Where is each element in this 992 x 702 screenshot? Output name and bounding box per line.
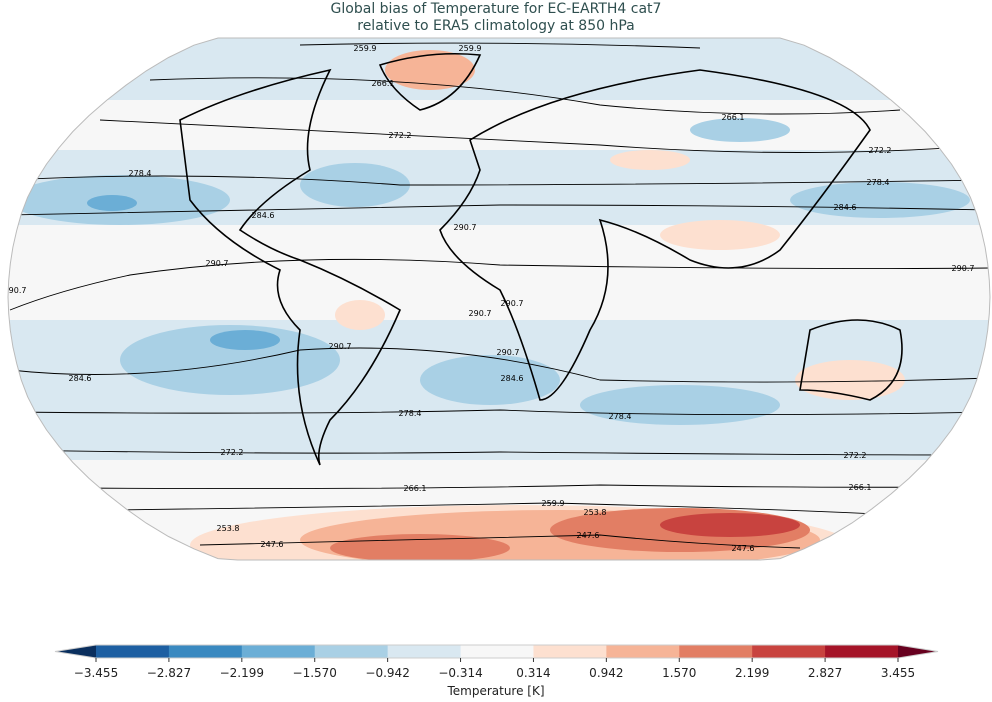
colorbar-tick-label: 0.314 bbox=[516, 666, 551, 680]
contour-label: 290.7 bbox=[497, 348, 520, 357]
colorbar-tick-label: 3.455 bbox=[880, 666, 916, 680]
colorbar-segment bbox=[606, 645, 680, 658]
contour-label: 278.4 bbox=[609, 412, 632, 421]
contour-label: 266.1 bbox=[372, 79, 395, 88]
contour-label: 253.8 bbox=[217, 524, 240, 533]
contour-label: 259.9 bbox=[542, 499, 565, 508]
contour-label: 278.4 bbox=[867, 178, 890, 187]
contour-label: 284.6 bbox=[69, 374, 92, 383]
colorbar-segment bbox=[679, 645, 753, 658]
contour-label: 247.6 bbox=[577, 531, 600, 540]
contour-label: 272.2 bbox=[869, 146, 892, 155]
contour-label: 259.9 bbox=[39, 507, 62, 516]
contour-label: 290.7 bbox=[952, 264, 975, 273]
contour-label-group: 259.9 259.9 266.1 266.1 272.2 272.2 278.4 278.4… bbox=[4, 44, 975, 553]
coastlines bbox=[179, 52, 903, 466]
colorbar-segment bbox=[314, 645, 389, 658]
colorbar-segment bbox=[168, 645, 243, 658]
colorbar-segment bbox=[241, 645, 316, 658]
contour-label: 290.7 bbox=[454, 223, 477, 232]
contour-label: 290.7 bbox=[501, 299, 524, 308]
contour-label: 290.7 bbox=[469, 309, 492, 318]
contour-label: 259.9 bbox=[354, 44, 377, 53]
colorbar-segment bbox=[533, 645, 607, 658]
title-line-2: relative to ERA5 climatology at 850 hPa bbox=[357, 18, 635, 34]
contour-label: 290.7 bbox=[206, 259, 229, 268]
contour-label: 272.2 bbox=[844, 451, 867, 460]
colorbar-tick-label: 0.942 bbox=[589, 666, 624, 680]
contour-label: 272.2 bbox=[389, 131, 412, 140]
contour-label: 247.6 bbox=[261, 540, 284, 549]
colorbar-segment bbox=[752, 645, 826, 658]
colorbar-tick-label: −2.199 bbox=[219, 666, 265, 680]
map-field: 259.9 259.9 266.1 266.1 272.2 272.2 278.4 278.4… bbox=[4, 38, 990, 560]
colorbar-under-arrow bbox=[55, 645, 96, 658]
contour-label: 272.2 bbox=[221, 448, 244, 457]
colorbar-tick-label: −2.827 bbox=[146, 666, 192, 680]
colorbar-over-arrow bbox=[898, 645, 938, 658]
contour-label: 247.6 bbox=[732, 544, 755, 553]
colorbar bbox=[54, 644, 939, 662]
colorbar-segment bbox=[96, 645, 170, 658]
contour-label: 290.7 bbox=[4, 286, 27, 295]
contour-label: 253.8 bbox=[584, 508, 607, 517]
contour-label: 278.4 bbox=[129, 169, 152, 178]
contour-label: 259.9 bbox=[459, 44, 482, 53]
contour-label: 266.1 bbox=[849, 483, 872, 492]
colorbar-segment bbox=[825, 645, 899, 658]
title-line-1: Global bias of Temperature for EC-EARTH4… bbox=[330, 1, 662, 17]
contour-label: 284.6 bbox=[834, 203, 857, 212]
colorbar-tick-label: −1.570 bbox=[292, 666, 337, 680]
contour-label: 284.6 bbox=[501, 374, 524, 383]
contour-label: 266.1 bbox=[722, 113, 745, 122]
colorbar-tick-label: 2.827 bbox=[807, 666, 843, 680]
colorbar-tick-label: −0.314 bbox=[438, 666, 483, 680]
colorbar-tick-label: 1.570 bbox=[662, 666, 697, 680]
colorbar-tick-label: −0.942 bbox=[365, 666, 410, 680]
contour-label: 284.6 bbox=[252, 211, 275, 220]
contour-label: 290.7 bbox=[329, 342, 352, 351]
contour-label: 266.1 bbox=[404, 484, 427, 493]
map-boundary bbox=[7, 37, 991, 561]
figure-title: Global bias of Temperature for EC-EARTH4… bbox=[0, 1, 992, 35]
colorbar-segment bbox=[387, 645, 462, 658]
colorbar-segment bbox=[460, 645, 534, 658]
contour-label: 278.4 bbox=[399, 409, 422, 418]
contour-lines bbox=[9, 42, 990, 549]
colorbar-tick-label: −3.455 bbox=[73, 666, 119, 680]
colorbar-tick-label: 2.199 bbox=[734, 666, 770, 680]
colorbar-label: Temperature [K] bbox=[447, 684, 545, 698]
